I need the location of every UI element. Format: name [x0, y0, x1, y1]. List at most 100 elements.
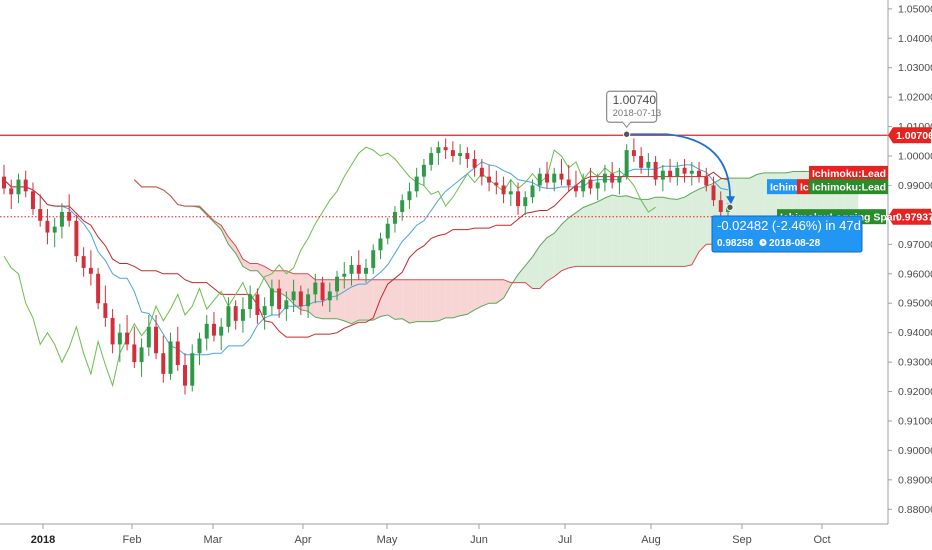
candle-body — [487, 176, 492, 183]
conversion-line — [3, 161, 729, 356]
cloud-segment — [633, 197, 642, 267]
candle-body — [588, 179, 593, 189]
candle — [226, 297, 231, 333]
candle — [682, 158, 687, 183]
candle — [81, 247, 86, 277]
candle-body — [175, 341, 180, 366]
candle — [168, 332, 173, 380]
x-tick-label: 2018 — [31, 534, 55, 546]
conversion-tag-text: Ichim — [770, 181, 797, 193]
candle — [472, 150, 477, 177]
arrow-start-point[interactable] — [622, 130, 631, 138]
candle-body — [23, 179, 28, 192]
cloud-segment — [684, 192, 692, 267]
candle — [559, 158, 564, 186]
candle-body — [313, 282, 318, 295]
candle-body — [508, 191, 513, 195]
x-tick-label: Oct — [813, 534, 830, 546]
candle — [378, 232, 383, 260]
candle-body — [38, 209, 43, 221]
price-axis-bg[interactable] — [888, 0, 932, 524]
lead-1-line — [133, 170, 859, 325]
time-axis-bg[interactable] — [0, 524, 932, 550]
candle-body — [552, 173, 557, 183]
time-axis[interactable]: 2018 Feb Mar Apr May Jun Jul Aug Sep Oct — [31, 524, 831, 546]
cloud-segment — [438, 279, 446, 321]
candle — [697, 161, 702, 183]
cloud-segment — [525, 256, 533, 289]
candle-body — [392, 211, 397, 224]
candle — [23, 170, 28, 198]
arrow-curve[interactable] — [626, 133, 731, 202]
y-tick-label: 1.02000 — [898, 92, 932, 104]
cloud-segment — [554, 224, 562, 277]
x-tick-label: Sep — [732, 534, 752, 546]
candle-body — [96, 273, 101, 304]
candle-body — [660, 170, 665, 180]
candle-body — [559, 173, 564, 180]
candle — [161, 335, 166, 383]
cloud-segment — [626, 195, 634, 267]
candle — [653, 156, 658, 186]
candle-body — [421, 164, 426, 177]
candle-body — [88, 267, 93, 274]
candle — [530, 179, 535, 204]
cloud-segment — [228, 236, 236, 254]
x-tick-label: May — [377, 534, 398, 546]
conversion-tag-bg — [767, 179, 797, 195]
candle — [646, 153, 651, 177]
candle — [537, 167, 542, 192]
candle-body — [631, 150, 636, 157]
y-tick-label: 1.05000 — [898, 3, 932, 15]
candle — [718, 191, 723, 218]
candle — [117, 323, 122, 363]
candle-body — [479, 167, 484, 177]
candle — [248, 285, 253, 318]
candle — [407, 182, 412, 210]
candle — [371, 244, 376, 274]
candle-body — [320, 282, 325, 301]
candle-body — [161, 353, 166, 374]
candle — [211, 312, 216, 342]
change-callout-box[interactable] — [711, 215, 863, 253]
cloud-segment — [416, 279, 424, 322]
price-tag-097937: 0.97937 — [888, 208, 932, 225]
change-callout-text: -0.02482 (-2.46%) in 47d — [717, 218, 861, 233]
candle — [306, 288, 311, 318]
candle-body — [154, 326, 159, 354]
candle-body — [523, 197, 528, 207]
candle-body — [545, 173, 549, 183]
candle — [52, 217, 57, 248]
candle — [660, 164, 665, 192]
candle — [291, 279, 296, 313]
candle — [219, 317, 224, 351]
candle-body — [30, 191, 35, 210]
candle — [67, 194, 72, 227]
candle-body — [2, 176, 6, 189]
candle-body — [168, 341, 173, 374]
candle-body — [298, 291, 303, 307]
candle-body — [226, 306, 231, 327]
candle-body — [682, 167, 687, 174]
arrow-end-point[interactable] — [726, 203, 734, 212]
candle — [320, 276, 325, 307]
conversion-tag: Ichim — [767, 179, 797, 195]
arrow-head[interactable] — [726, 196, 735, 205]
change-callout[interactable]: -0.02482 (-2.46%) in 47d 0.98258 2018-08-2… — [711, 215, 863, 253]
candle — [349, 256, 354, 286]
start-callout-pointer-cover — [623, 121, 631, 123]
candle-body — [711, 185, 716, 201]
candle — [240, 297, 245, 333]
projection-arrow[interactable] — [622, 130, 735, 212]
candle — [190, 344, 195, 392]
candle-body — [16, 179, 21, 195]
lead-2-tag-bg — [809, 165, 888, 181]
cloud-segment — [351, 279, 359, 324]
